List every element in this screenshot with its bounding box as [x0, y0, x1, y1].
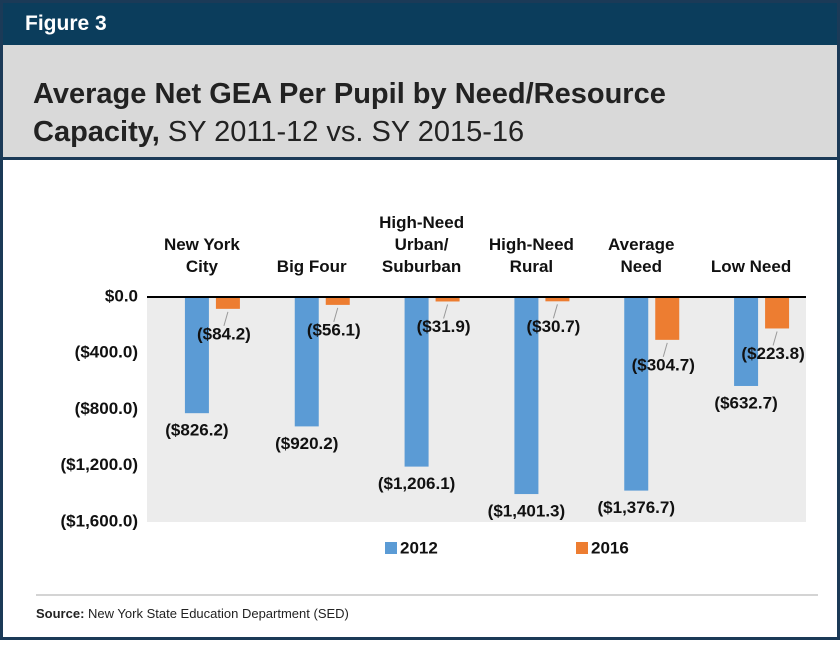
plot-background	[147, 297, 806, 522]
leader-line	[772, 331, 778, 346]
legend-swatch	[576, 542, 588, 554]
leader-line	[443, 304, 449, 319]
category-label: High-Need Urban/ Suburban	[379, 213, 465, 276]
category-label: New York City	[163, 235, 240, 276]
value-label: ($1,401.3)	[488, 502, 566, 521]
title-box: Average Net GEA Per Pupil by Need/Resour…	[3, 45, 837, 160]
y-tick-label: ($400.0)	[75, 343, 138, 362]
category-label: Big Four	[276, 257, 347, 276]
figure-bar: Figure 3	[3, 3, 837, 45]
category-label: Low Need	[710, 257, 792, 276]
y-tick-label: ($1,200.0)	[61, 455, 139, 474]
bar	[655, 297, 680, 340]
y-tick-label: $0.0	[105, 286, 138, 305]
source-label: Source:	[36, 606, 85, 621]
value-label: ($632.7)	[714, 393, 777, 412]
category-label: Average Need	[608, 235, 675, 276]
bar	[734, 297, 759, 386]
value-label: ($30.7)	[526, 317, 580, 336]
value-label: ($304.7)	[632, 355, 695, 374]
chart-subtitle: SY 2011-12 vs. SY 2015-16	[167, 116, 525, 148]
legend-label: 2016	[591, 538, 629, 557]
value-label: ($1,206.1)	[378, 474, 456, 493]
value-label: ($31.9)	[417, 317, 471, 336]
bar	[514, 297, 539, 495]
figure-label: Figure 3	[25, 12, 107, 35]
source: Source: New York State Education Departm…	[36, 606, 349, 621]
bar	[325, 297, 350, 305]
bar	[435, 297, 460, 302]
bar	[215, 297, 240, 309]
value-label: ($223.8)	[741, 344, 804, 363]
leader-line	[552, 304, 558, 319]
category-label: High-Need Rural	[488, 235, 574, 276]
value-label: ($84.2)	[197, 324, 251, 343]
value-label: ($1,376.7)	[598, 498, 676, 517]
value-label: ($56.1)	[307, 320, 361, 339]
legend-swatch	[385, 542, 397, 554]
leader-line	[662, 342, 668, 357]
chart-title: Average Net GEA Per Pupil by Need/Resour…	[33, 78, 666, 148]
legend-label: 2012	[400, 538, 438, 557]
leader-line	[333, 307, 339, 323]
source-text: New York State Education Department (SED…	[88, 606, 349, 621]
bar	[294, 297, 319, 427]
y-tick-label: ($1,600.0)	[61, 511, 139, 530]
title: Average Net GEA Per Pupil by Need/Resour…	[33, 75, 793, 151]
value-label: ($826.2)	[165, 421, 228, 440]
leader-line	[223, 311, 229, 326]
bar	[545, 297, 570, 302]
bar	[624, 297, 649, 491]
bar	[184, 297, 209, 414]
y-tick-label: ($800.0)	[75, 399, 138, 418]
value-label: ($920.2)	[275, 434, 338, 453]
bar	[765, 297, 790, 329]
bar	[404, 297, 429, 467]
